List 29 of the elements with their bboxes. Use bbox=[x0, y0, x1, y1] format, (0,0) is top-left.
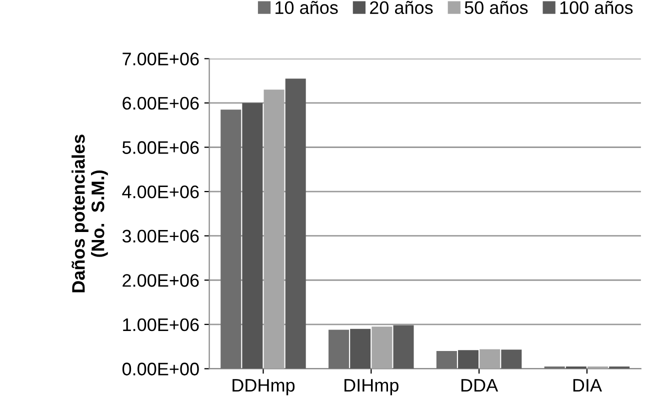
bar bbox=[264, 90, 284, 369]
bar bbox=[220, 110, 242, 369]
y-tick-label: 3.00E+06 bbox=[122, 230, 199, 243]
bar bbox=[436, 351, 457, 369]
bar bbox=[393, 325, 414, 369]
y-axis-title: Daños potenciales (No. S.M.) bbox=[72, 134, 108, 292]
y-tick-label: 2.00E+06 bbox=[122, 274, 199, 287]
x-tick-label: DIHmp bbox=[344, 379, 398, 396]
y-tick-label: 0.00E+00 bbox=[122, 362, 199, 376]
bar bbox=[372, 326, 392, 369]
y-tick-label: 6.00E+06 bbox=[122, 96, 199, 110]
bar bbox=[501, 350, 522, 369]
bar bbox=[242, 102, 263, 369]
y-tick-label: 5.00E+06 bbox=[122, 141, 199, 154]
x-tick-label: DIA bbox=[573, 379, 602, 392]
legend-label: 100 años bbox=[560, 0, 633, 14]
bar bbox=[458, 350, 479, 369]
legend-label: 20 años bbox=[370, 0, 433, 14]
y-tick-label: 7.00E+06 bbox=[122, 52, 199, 66]
x-tick-label: DDHmp bbox=[232, 379, 295, 396]
bar bbox=[285, 78, 306, 369]
bar bbox=[328, 330, 350, 369]
x-tick-label: DDA bbox=[461, 379, 498, 392]
bar bbox=[480, 349, 500, 369]
legend-label: 10 años bbox=[276, 0, 338, 14]
legend-label: 50 años bbox=[464, 0, 528, 14]
bar bbox=[350, 328, 371, 369]
y-tick-label: 1.00E+06 bbox=[123, 318, 199, 332]
y-tick-label: 4.00E+06 bbox=[122, 185, 199, 198]
